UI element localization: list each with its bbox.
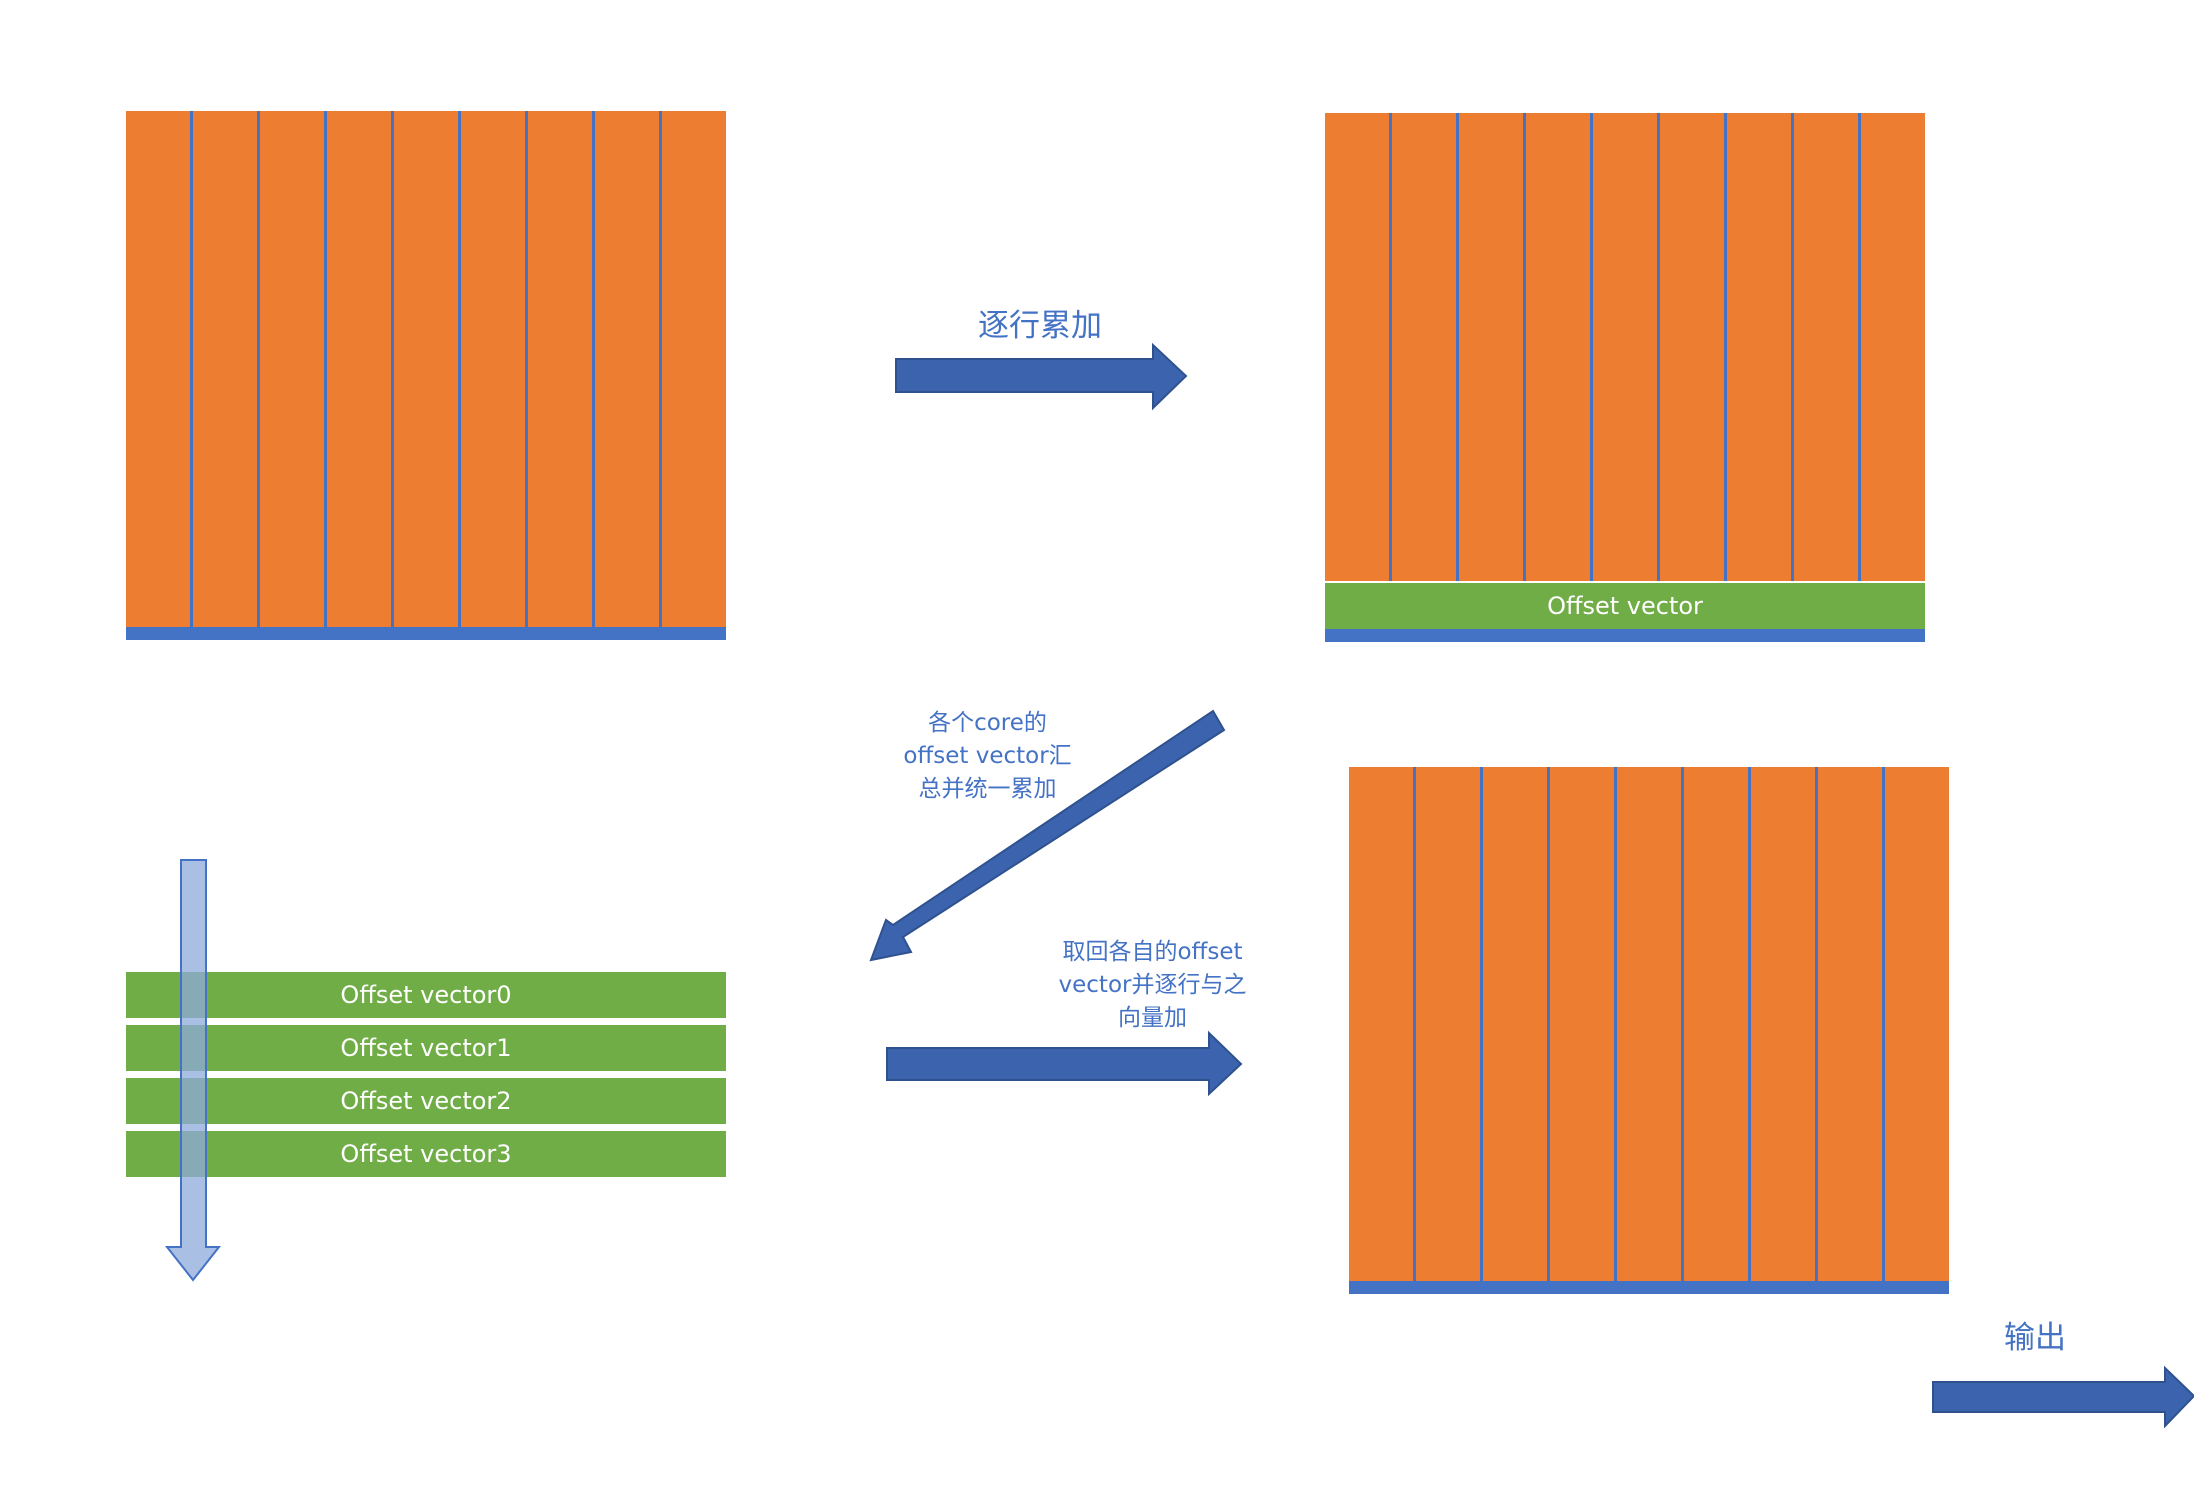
matrix-column <box>1523 113 1590 581</box>
matrix-column <box>592 111 659 627</box>
matrix-column <box>1413 767 1480 1281</box>
matrix-column <box>1325 113 1389 581</box>
matrix-column <box>1681 767 1748 1281</box>
matrix-column <box>1547 767 1614 1281</box>
matrix-column <box>1858 113 1925 581</box>
matrix-column <box>1349 767 1413 1281</box>
matrix-output-base-bar <box>1349 1281 1949 1294</box>
matrix-accumulated-base-bar <box>1325 629 1925 642</box>
matrix-column <box>1657 113 1724 581</box>
output-label: 输出 <box>2004 1320 2066 1356</box>
matrix-column <box>1724 113 1791 581</box>
fetch-add-label: 取回各自的offset vector并逐行与之 向量加 <box>1058 939 1247 1031</box>
matrix-accumulated <box>1325 113 1925 581</box>
matrix-input-base-bar <box>126 627 726 640</box>
matrix-column <box>324 111 391 627</box>
matrix-output <box>1349 767 1949 1281</box>
matrix-column <box>1480 767 1547 1281</box>
matrix-column <box>1389 113 1456 581</box>
matrix-input <box>126 111 726 627</box>
row-accumulate-label: 逐行累加 <box>978 308 1102 344</box>
matrix-column <box>1614 767 1681 1281</box>
offset-vector-3: Offset vector3 <box>126 1131 726 1177</box>
matrix-column <box>257 111 324 627</box>
offset-vector-1: Offset vector1 <box>126 1025 726 1071</box>
matrix-column <box>659 111 726 627</box>
matrix-column <box>1882 767 1949 1281</box>
matrix-column <box>1791 113 1858 581</box>
gather-label: 各个core的 offset vector汇 总并统一累加 <box>903 710 1072 802</box>
offset-vector-label: Offset vector <box>1547 592 1703 620</box>
matrix-column <box>1456 113 1523 581</box>
matrix-column <box>1590 113 1657 581</box>
offset-vector-0: Offset vector0 <box>126 972 726 1018</box>
offset-vector-2: Offset vector2 <box>126 1078 726 1124</box>
matrix-column <box>458 111 525 627</box>
matrix-column <box>1748 767 1815 1281</box>
offset-vector-bar: Offset vector <box>1325 583 1925 629</box>
matrix-column <box>190 111 257 627</box>
matrix-column <box>391 111 458 627</box>
matrix-column <box>1815 767 1882 1281</box>
matrix-column <box>525 111 592 627</box>
matrix-column <box>126 111 190 627</box>
